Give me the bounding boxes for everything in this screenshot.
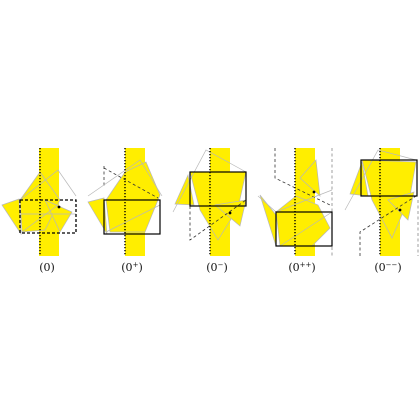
dashed-crease: [103, 167, 159, 199]
folded-piece: [299, 159, 321, 197]
folded-piece: [361, 159, 417, 239]
marked-point: [398, 208, 402, 212]
solid-frame: [189, 171, 247, 207]
crease-line: [19, 169, 77, 201]
crease-line: [344, 149, 417, 211]
caption-0: (0): [39, 261, 55, 274]
dashed-frame: [19, 199, 77, 234]
panel-0-minus-minus: (0−−): [344, 148, 419, 274]
crease-line: [279, 211, 333, 247]
crease-line: [21, 204, 59, 233]
folded-piece: [1, 198, 22, 236]
folded-piece: [105, 161, 161, 233]
crease-line: [87, 159, 163, 197]
folded-piece: [259, 194, 277, 247]
folded-piece: [87, 197, 108, 235]
panel-0: (0): [1, 148, 77, 274]
caption-0-minus-minus: (0−−): [374, 261, 401, 274]
caption-0-plus-plus: (0++): [288, 261, 315, 274]
marked-point: [228, 211, 232, 215]
crease-line: [105, 204, 161, 233]
solid-frame: [275, 211, 333, 247]
solid-frame: [103, 199, 161, 235]
dashed-crease: [189, 199, 247, 241]
panel-0-plus-plus: (0++): [257, 148, 333, 274]
panel-0-plus: (0+): [87, 148, 163, 274]
caption-0-minus: (0−): [206, 261, 227, 274]
folded-piece: [349, 160, 369, 197]
dashed-crease: [359, 195, 417, 256]
marked-point: [57, 205, 61, 209]
crease-line: [172, 149, 247, 213]
panel-0-minus: (0−): [172, 148, 247, 274]
solid-frame: [360, 159, 418, 197]
caption-0-plus: (0+): [121, 261, 142, 274]
folded-piece: [275, 195, 331, 247]
dashed-crease: [274, 148, 333, 207]
marked-point: [312, 190, 316, 194]
